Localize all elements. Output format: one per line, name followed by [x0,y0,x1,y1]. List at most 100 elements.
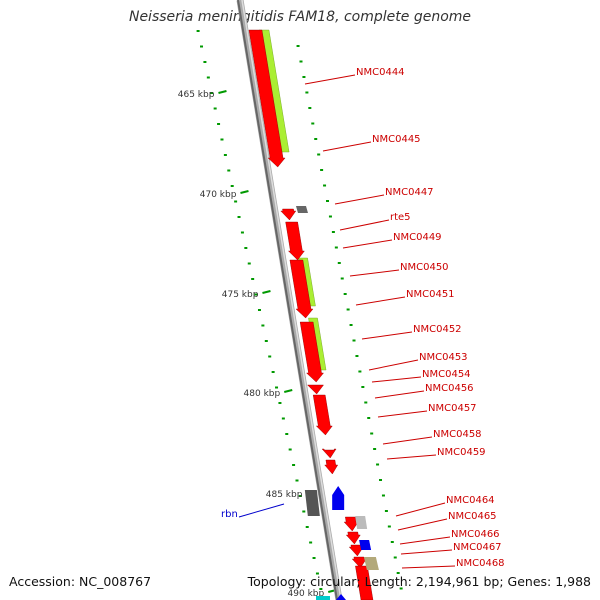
ruler-tick [206,76,210,79]
ruler-tick [376,463,380,466]
scale-label: 480 kbp [244,389,281,399]
ruler-tick [210,92,214,94]
ruler-tick [319,588,323,590]
gene-box [295,206,308,213]
gene-arrow [307,384,324,395]
gene-label-leader [368,359,419,371]
ruler-tick [370,432,374,435]
gene-arrow [321,448,337,459]
gene-label-leader [386,454,437,460]
ruler-tick [346,308,350,311]
ruler-tick [268,355,272,358]
gene-label: NMC0450 [400,262,449,273]
ruler-tick [381,494,385,497]
gene-label: NMC0459 [437,447,486,458]
gene-label: NMC0453 [419,352,468,363]
gene-arrow [324,459,339,475]
ruler-tick [312,557,316,559]
ruler-tick [302,76,306,78]
ruler-tick [367,417,371,419]
scale-label: 475 kbp [222,290,259,300]
gene-label: NMC0451 [406,289,455,300]
accession-label: Accession: NC_008767 [9,574,152,589]
ruler-tick [305,526,309,528]
gene-label-leader [322,141,372,152]
ruler-tick [296,45,300,47]
ruler-tick [254,293,258,296]
ruler-tick [257,309,261,311]
ruler-tick [361,386,365,388]
ruler-tick [247,262,251,265]
ruler-tick [320,169,324,171]
ruler-tick [305,91,309,94]
ruler-tick [298,495,302,497]
gene-arrow [299,321,324,383]
gene-box [363,557,379,570]
gene-arrow [248,29,286,168]
ruler-tick [227,169,231,172]
gene-arrow [312,394,333,436]
gene-label: rte5 [390,212,411,223]
ruler-tick [261,324,265,327]
ruler-tick [352,339,356,342]
ruler-tick [384,510,388,512]
ruler-tick [200,45,204,48]
ruler-tick [364,401,368,404]
gene-label-leader [238,503,285,518]
gene-label-leader [355,296,406,306]
ruler-tick [323,184,327,187]
gene-label: NMC0447 [385,187,434,198]
ruler-tick [203,61,207,63]
gene-box [355,516,368,529]
ruler-tick [299,60,303,63]
gene-label: rbn [221,509,238,520]
gene-label-leader [371,376,422,383]
ruler-tick [387,525,391,528]
gene-label: NMC0467 [453,542,502,553]
gene-label: NMC0456 [425,383,474,394]
ruler-tick [220,138,224,141]
gene-label-leader [399,536,451,545]
gene-arrow [345,531,361,545]
gene-label-leader [397,518,448,531]
gene-label-leader [361,331,413,340]
ruler-tick [349,324,353,326]
gene-label: NMC0466 [451,529,500,540]
ruler-tick [230,185,234,187]
gene-arrow [280,208,297,221]
ruler-tick [244,247,248,249]
ruler-tick [379,479,383,481]
genome-title: Neisseria meningitidis FAM18, complete g… [128,9,472,25]
ruler-tick [393,556,397,559]
ruler-tick [271,371,275,373]
gene-label-leader [304,74,356,85]
ruler-tick [275,386,279,389]
gene-arrow [355,565,374,600]
ruler-tick [358,370,362,373]
gene-label-leader [395,502,446,517]
ruler-major-tick [218,90,227,94]
ruler-tick [251,278,255,280]
gene-arrow [351,556,367,569]
ruler-tick [331,231,335,233]
scale-label: 465 kbp [178,90,215,100]
backbone-edge [237,0,338,600]
gene-label: NMC0465 [448,511,497,522]
gene-label: NMC0445 [372,134,421,145]
scale-label: 490 kbp [288,589,325,599]
ruler-tick [314,138,318,140]
ruler-tick [288,448,292,451]
gene-label-leader [400,549,453,555]
backbone-highlight [241,0,342,600]
ruler-tick [373,448,377,450]
ruler-tick [292,464,296,466]
ruler-tick [396,572,400,574]
ruler-tick [281,417,285,420]
gene-label: NMC0454 [422,369,471,380]
gene-label-leader [339,219,390,231]
gene-box [316,596,330,600]
gene-box [304,490,320,516]
ruler-tick [196,30,200,32]
ruler-tick [264,340,268,342]
